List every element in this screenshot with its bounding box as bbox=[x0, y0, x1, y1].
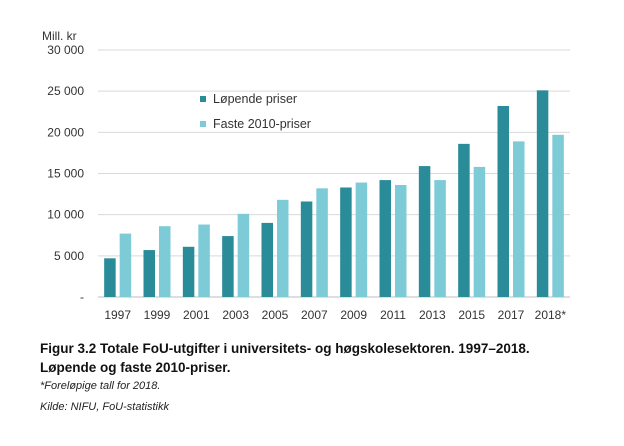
bar-lopende bbox=[300, 201, 313, 297]
bar-faste bbox=[395, 185, 407, 297]
y-axis-unit-label: Mill. kr bbox=[42, 29, 77, 43]
x-tick-label: 2018* bbox=[535, 308, 567, 322]
bar-faste bbox=[513, 141, 525, 297]
legend-label: Faste 2010-priser bbox=[213, 117, 311, 131]
caption-line-2: Løpende og faste 2010-priser. bbox=[40, 360, 231, 375]
bar-lopende bbox=[497, 105, 509, 297]
legend-label: Løpende priser bbox=[213, 92, 297, 106]
x-tick-label: 2015 bbox=[458, 308, 485, 322]
bar-lopende bbox=[458, 143, 470, 297]
x-tick-label: 2013 bbox=[419, 308, 446, 322]
bar-lopende bbox=[379, 180, 391, 297]
y-tick-label: 10 000 bbox=[47, 208, 84, 222]
y-tick-label: 20 000 bbox=[47, 125, 84, 139]
gridlines bbox=[98, 49, 570, 298]
x-tick-label: 2003 bbox=[222, 308, 249, 322]
bar-faste bbox=[316, 188, 328, 297]
bar-faste bbox=[434, 180, 446, 297]
y-tick-label: 30 000 bbox=[47, 43, 84, 57]
bar-lopende bbox=[418, 166, 431, 297]
caption-line-1: Figur 3.2 Totale FoU-utgifter i universi… bbox=[40, 341, 530, 356]
figure-caption: Figur 3.2 Totale FoU-utgifter i universi… bbox=[40, 339, 600, 377]
x-tick-label: 2017 bbox=[498, 308, 525, 322]
bar-faste bbox=[277, 199, 289, 297]
bar-faste bbox=[552, 134, 564, 297]
bar-lopende bbox=[261, 222, 273, 297]
bar-lopende bbox=[222, 236, 234, 297]
legend: Løpende priser Faste 2010-priser bbox=[200, 92, 311, 131]
x-tick-label: 2007 bbox=[301, 308, 328, 322]
bar-faste bbox=[355, 182, 368, 297]
x-tick-labels: 1997 1999 2001 2003 2005 2007 2009 2011 2013 2015… bbox=[104, 308, 566, 322]
bar-lopende bbox=[143, 250, 155, 297]
bar-lopende bbox=[104, 258, 116, 297]
bar-faste bbox=[198, 224, 210, 297]
x-tick-label: 2011 bbox=[380, 308, 406, 322]
legend-swatch bbox=[200, 121, 206, 127]
bar-chart: Mill. kr - 5 000 10 000 15 000 20 000 25 000 3… bbox=[42, 29, 570, 322]
bar-faste bbox=[119, 233, 132, 297]
x-tick-label: 1999 bbox=[144, 308, 171, 322]
bar-faste bbox=[159, 226, 171, 297]
y-tick-label: 25 000 bbox=[47, 84, 84, 98]
y-tick-label: 5 000 bbox=[54, 249, 84, 263]
x-tick-label: 2005 bbox=[262, 308, 289, 322]
x-tick-label: 2009 bbox=[340, 308, 367, 322]
bar-lopende bbox=[182, 246, 195, 297]
x-tick-label: 1997 bbox=[104, 308, 131, 322]
legend-swatch bbox=[200, 96, 206, 102]
bars bbox=[104, 90, 564, 298]
y-tick-label: 15 000 bbox=[47, 167, 84, 181]
x-tick-label: 2001 bbox=[183, 308, 210, 322]
footnote: *Foreløpige tall for 2018. bbox=[40, 380, 161, 392]
bar-faste bbox=[473, 166, 486, 297]
bar-lopende bbox=[340, 187, 352, 297]
source-note: Kilde: NIFU, FoU-statistikk bbox=[40, 401, 169, 413]
y-tick-labels: - 5 000 10 000 15 000 20 000 25 000 30 000 bbox=[47, 43, 84, 304]
bar-lopende bbox=[536, 90, 549, 298]
y-tick-label: - bbox=[80, 290, 84, 304]
bar-faste bbox=[237, 213, 250, 297]
